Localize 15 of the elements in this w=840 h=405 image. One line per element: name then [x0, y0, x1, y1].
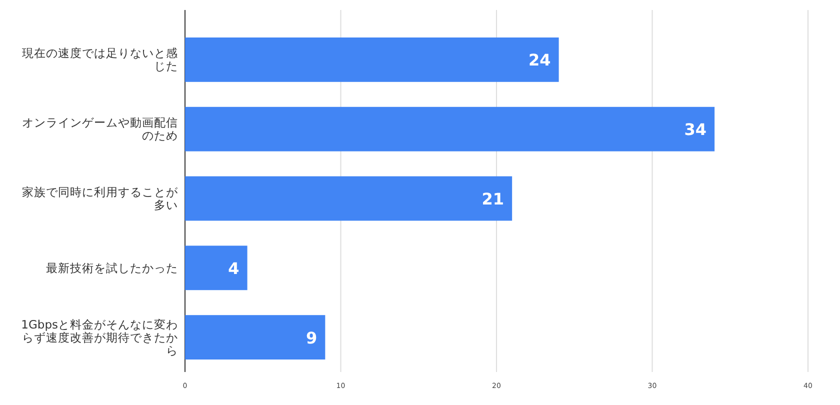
- data-label: 34: [684, 120, 707, 140]
- bar: [185, 176, 512, 221]
- bar: [185, 315, 326, 360]
- y-tick-label: 現在の速度では足りないと感じた: [22, 46, 178, 74]
- data-label: 21: [482, 190, 504, 208]
- bar: [185, 37, 559, 82]
- y-tick-label: 最新技術を試したかった: [46, 260, 178, 275]
- bar: [185, 246, 248, 290]
- data-label: 4: [228, 258, 240, 278]
- y-tick-label: 1Gbpsと料金がそんなに変わらず速度改善が期待できたから: [21, 317, 178, 358]
- data-label: 9: [306, 328, 318, 348]
- y-tick-label: オンラインゲームや動画配信のため: [22, 116, 178, 143]
- bar: [185, 106, 715, 152]
- data-label: 24: [528, 50, 551, 70]
- y-tick-label: 家族で同時に利用することが多い: [22, 185, 179, 212]
